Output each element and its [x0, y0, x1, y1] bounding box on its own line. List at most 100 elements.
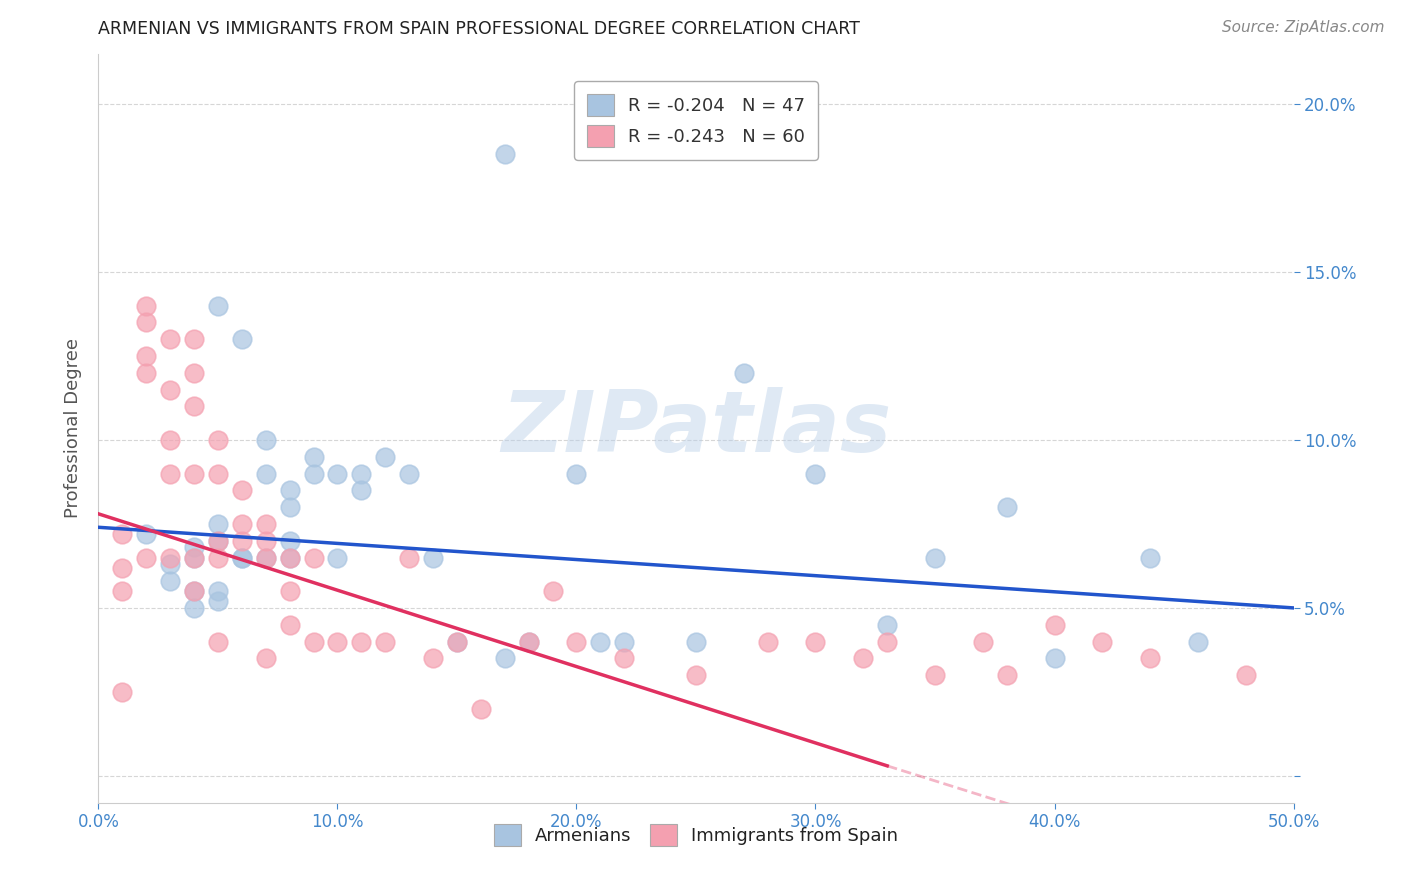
Point	[159, 467, 181, 481]
Point	[183, 584, 205, 599]
Point	[183, 584, 205, 599]
Point	[111, 560, 134, 574]
Text: Source: ZipAtlas.com: Source: ZipAtlas.com	[1222, 20, 1385, 35]
Point	[565, 467, 588, 481]
Point	[302, 634, 325, 648]
Point	[183, 467, 205, 481]
Point	[183, 332, 205, 346]
Point	[517, 634, 540, 648]
Point	[278, 617, 301, 632]
Point	[207, 467, 229, 481]
Point	[1234, 668, 1257, 682]
Point	[183, 400, 205, 414]
Point	[207, 433, 229, 447]
Point	[804, 467, 827, 481]
Point	[254, 550, 277, 565]
Point	[350, 467, 373, 481]
Point	[135, 349, 157, 363]
Point	[1091, 634, 1114, 648]
Point	[278, 483, 301, 498]
Point	[159, 332, 181, 346]
Point	[924, 550, 946, 565]
Point	[589, 634, 612, 648]
Point	[135, 527, 157, 541]
Point	[207, 299, 229, 313]
Point	[183, 601, 205, 615]
Point	[207, 634, 229, 648]
Point	[302, 550, 325, 565]
Point	[254, 433, 277, 447]
Point	[159, 558, 181, 572]
Text: ARMENIAN VS IMMIGRANTS FROM SPAIN PROFESSIONAL DEGREE CORRELATION CHART: ARMENIAN VS IMMIGRANTS FROM SPAIN PROFES…	[98, 21, 860, 38]
Point	[613, 651, 636, 665]
Point	[302, 467, 325, 481]
Point	[207, 533, 229, 548]
Point	[494, 651, 516, 665]
Point	[995, 500, 1018, 515]
Point	[470, 702, 492, 716]
Point	[159, 550, 181, 565]
Legend: Armenians, Immigrants from Spain: Armenians, Immigrants from Spain	[486, 817, 905, 854]
Text: ZIPatlas: ZIPatlas	[501, 386, 891, 470]
Point	[1139, 651, 1161, 665]
Point	[135, 366, 157, 380]
Point	[804, 634, 827, 648]
Point	[398, 550, 420, 565]
Point	[254, 467, 277, 481]
Point	[183, 366, 205, 380]
Point	[278, 533, 301, 548]
Point	[422, 550, 444, 565]
Point	[207, 594, 229, 608]
Point	[231, 332, 253, 346]
Point	[254, 550, 277, 565]
Point	[231, 483, 253, 498]
Point	[972, 634, 994, 648]
Point	[446, 634, 468, 648]
Point	[278, 500, 301, 515]
Point	[183, 550, 205, 565]
Point	[231, 550, 253, 565]
Point	[183, 541, 205, 555]
Point	[326, 634, 349, 648]
Point	[446, 634, 468, 648]
Point	[207, 533, 229, 548]
Point	[1043, 617, 1066, 632]
Point	[852, 651, 875, 665]
Point	[183, 550, 205, 565]
Point	[541, 584, 564, 599]
Point	[494, 147, 516, 161]
Point	[1187, 634, 1209, 648]
Point	[135, 315, 157, 329]
Point	[422, 651, 444, 665]
Point	[302, 450, 325, 464]
Point	[207, 516, 229, 531]
Point	[685, 634, 707, 648]
Y-axis label: Professional Degree: Professional Degree	[65, 338, 83, 518]
Point	[876, 634, 898, 648]
Point	[924, 668, 946, 682]
Point	[278, 584, 301, 599]
Point	[350, 634, 373, 648]
Point	[159, 433, 181, 447]
Point	[1139, 550, 1161, 565]
Point	[517, 634, 540, 648]
Point	[135, 550, 157, 565]
Point	[278, 550, 301, 565]
Point	[254, 651, 277, 665]
Point	[159, 574, 181, 588]
Point	[613, 634, 636, 648]
Point	[374, 634, 396, 648]
Point	[207, 550, 229, 565]
Point	[254, 533, 277, 548]
Point	[326, 467, 349, 481]
Point	[350, 483, 373, 498]
Point	[159, 383, 181, 397]
Point	[876, 617, 898, 632]
Point	[995, 668, 1018, 682]
Point	[756, 634, 779, 648]
Point	[231, 516, 253, 531]
Point	[111, 527, 134, 541]
Point	[326, 550, 349, 565]
Point	[111, 685, 134, 699]
Point	[111, 584, 134, 599]
